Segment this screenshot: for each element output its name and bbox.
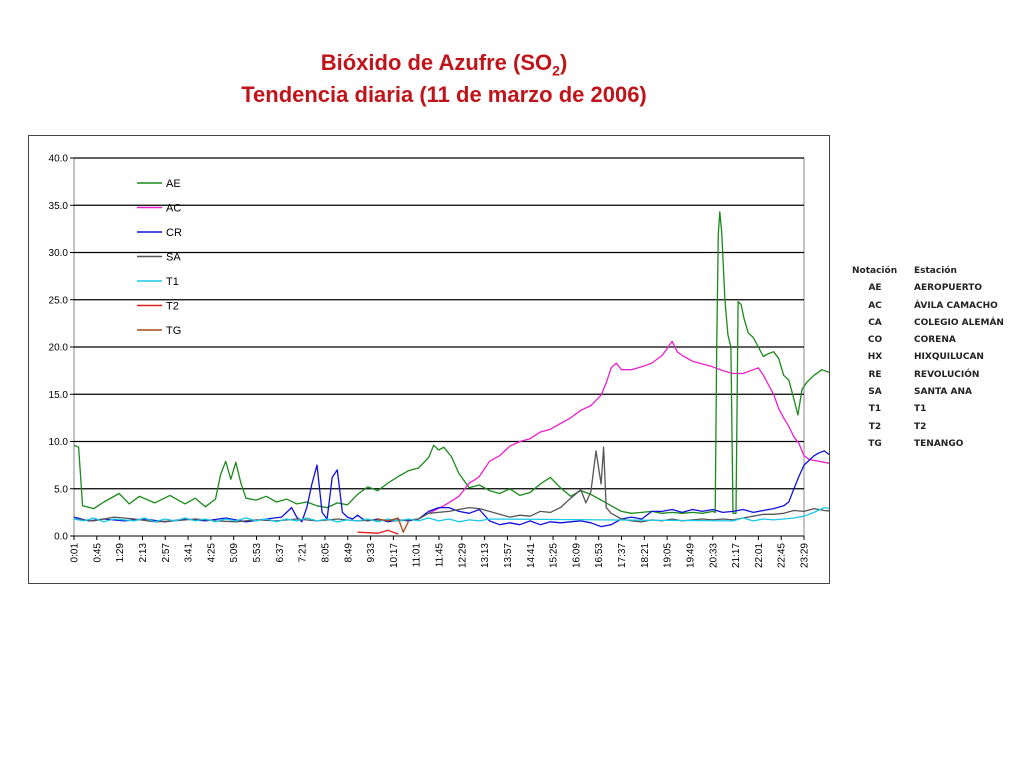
x-tick-label: 11:45 [435,543,446,568]
station-code: HX [867,352,883,363]
station-table-row: SA SANTA ANA [850,387,1020,404]
x-tick-label: 8:49 [343,543,354,563]
station-name: T1 [914,404,927,415]
line-chart: 0.0 5.0 10.0 15.0 20.0 25.0 30.0 35.0 40.0 0:01 0:… [49,154,829,568]
x-tick-label: 2:57 [161,543,172,563]
x-tick-label: 11:01 [412,543,423,568]
station-table-row: CA COLEGIO ALEMÁN [850,318,1020,335]
chart-frame: 0.0 5.0 10.0 15.0 20.0 25.0 30.0 35.0 40.0 0:01 0:… [28,135,830,584]
x-tick-label: 10:17 [389,543,400,568]
x-tick-label: 22:01 [754,543,765,568]
x-tick-label: 0:45 [92,543,103,563]
series-line-ac [428,340,829,514]
station-legend-table: Notación Estación AE AEROPUERTO AC ÁVILA CAMA… [850,266,1020,456]
x-tick-label: 8:05 [320,543,331,563]
legend-label-t2: T2 [166,301,179,313]
station-table-header: Notación Estación [850,266,1020,283]
legend-label-ac: AC [166,203,181,215]
station-name: CORENA [914,335,956,346]
x-tick-label: 6:37 [275,543,286,563]
series-line-tg [377,517,409,533]
x-tick-label: 2:13 [138,543,149,563]
x-tick-label: 7:21 [298,543,309,563]
station-name: Estación [914,266,957,276]
x-tick-label: 16:53 [594,543,605,568]
y-tick-label: 20.0 [49,343,69,354]
y-tick-label: 40.0 [49,154,69,165]
y-tick-label: 5.0 [54,484,68,495]
station-name: TENANGO [914,438,964,449]
x-tick-label: 1:29 [115,543,126,563]
x-tick-label: 16:09 [571,543,582,568]
x-tick-label: 14:41 [526,543,537,568]
station-code: T1 [868,404,882,415]
title-line-2: Tendencia diaria (11 de marzo de 2006) [241,82,647,107]
station-code: CA [868,317,882,328]
x-tick-label: 22:45 [777,543,788,568]
station-name: SANTA ANA [914,387,972,398]
x-tick-label: 13:57 [503,543,514,568]
station-code: RE [868,369,882,380]
chart-title: Bióxido de Azufre (SO2) Tendencia diaria… [0,50,1024,116]
station-name: COLEGIO ALEMÁN [914,317,1004,328]
station-table-row: TG TENANGO [850,439,1020,456]
station-name: REVOLUCIÓN [914,369,980,380]
x-tick-label: 3:41 [184,543,195,563]
station-name: AEROPUERTO [914,283,983,294]
x-tick-label: 21:17 [731,543,742,568]
x-tick-label: 5:53 [252,543,263,563]
x-tick-label: 17:37 [617,543,628,568]
y-tick-label: 25.0 [49,295,69,306]
station-table-row: AE AEROPUERTO [850,283,1020,300]
station-table-row: CO CORENA [850,335,1020,352]
y-tick-label: 0.0 [54,532,68,543]
x-tick-label: 23:29 [800,543,811,568]
station-table-row: T2 T2 [850,422,1020,439]
station-table-row: T1 T1 [850,404,1020,421]
station-code: Notación [852,266,898,276]
station-table-row: HX HIXQUILUCAN [850,352,1020,369]
station-code: CO [867,335,883,346]
station-code: TG [868,438,882,449]
x-tick-label: 19:49 [685,543,696,568]
y-tick-label: 10.0 [49,437,69,448]
y-tick-label: 15.0 [49,390,69,401]
legend-label-t1: T1 [166,276,179,288]
y-tick-label: 35.0 [49,201,69,212]
legend-label-tg: TG [166,325,181,337]
legend-label-ae: AE [166,178,181,190]
station-name: HIXQUILUCAN [914,352,984,363]
title-subscript: 2 [552,62,560,79]
x-tick-label: 0:01 [70,543,81,563]
title-suffix: ) [559,50,568,75]
station-code: SA [868,387,882,398]
title-text: Bióxido de Azufre (SO [320,50,553,75]
station-code: AE [868,283,882,294]
station-table-row: RE REVOLUCIÓN [850,370,1020,387]
x-tick-label: 5:09 [229,543,240,563]
station-table-row: AC ÁVILA CAMACHO [850,301,1020,318]
x-tick-label: 19:05 [663,543,674,568]
station-code: T2 [868,421,882,432]
x-tick-label: 9:33 [366,543,377,563]
x-tick-label: 15:25 [549,543,560,568]
station-code: AC [868,300,882,311]
legend-label-cr: CR [166,227,182,239]
station-name: T2 [914,421,927,432]
series-line-sa [73,446,829,523]
title-line-1: Bióxido de Azufre (SO2) [0,50,888,83]
series-line-t2 [357,529,399,535]
x-tick-label: 12:29 [457,543,468,568]
legend-label-sa: SA [166,252,181,264]
x-tick-label: 4:25 [206,543,217,563]
station-name: ÁVILA CAMACHO [914,300,998,311]
x-tick-label: 13:13 [480,543,491,568]
x-tick-label: 20:33 [708,543,719,568]
x-tick-label: 18:21 [640,543,651,568]
y-tick-label: 30.0 [49,248,69,259]
